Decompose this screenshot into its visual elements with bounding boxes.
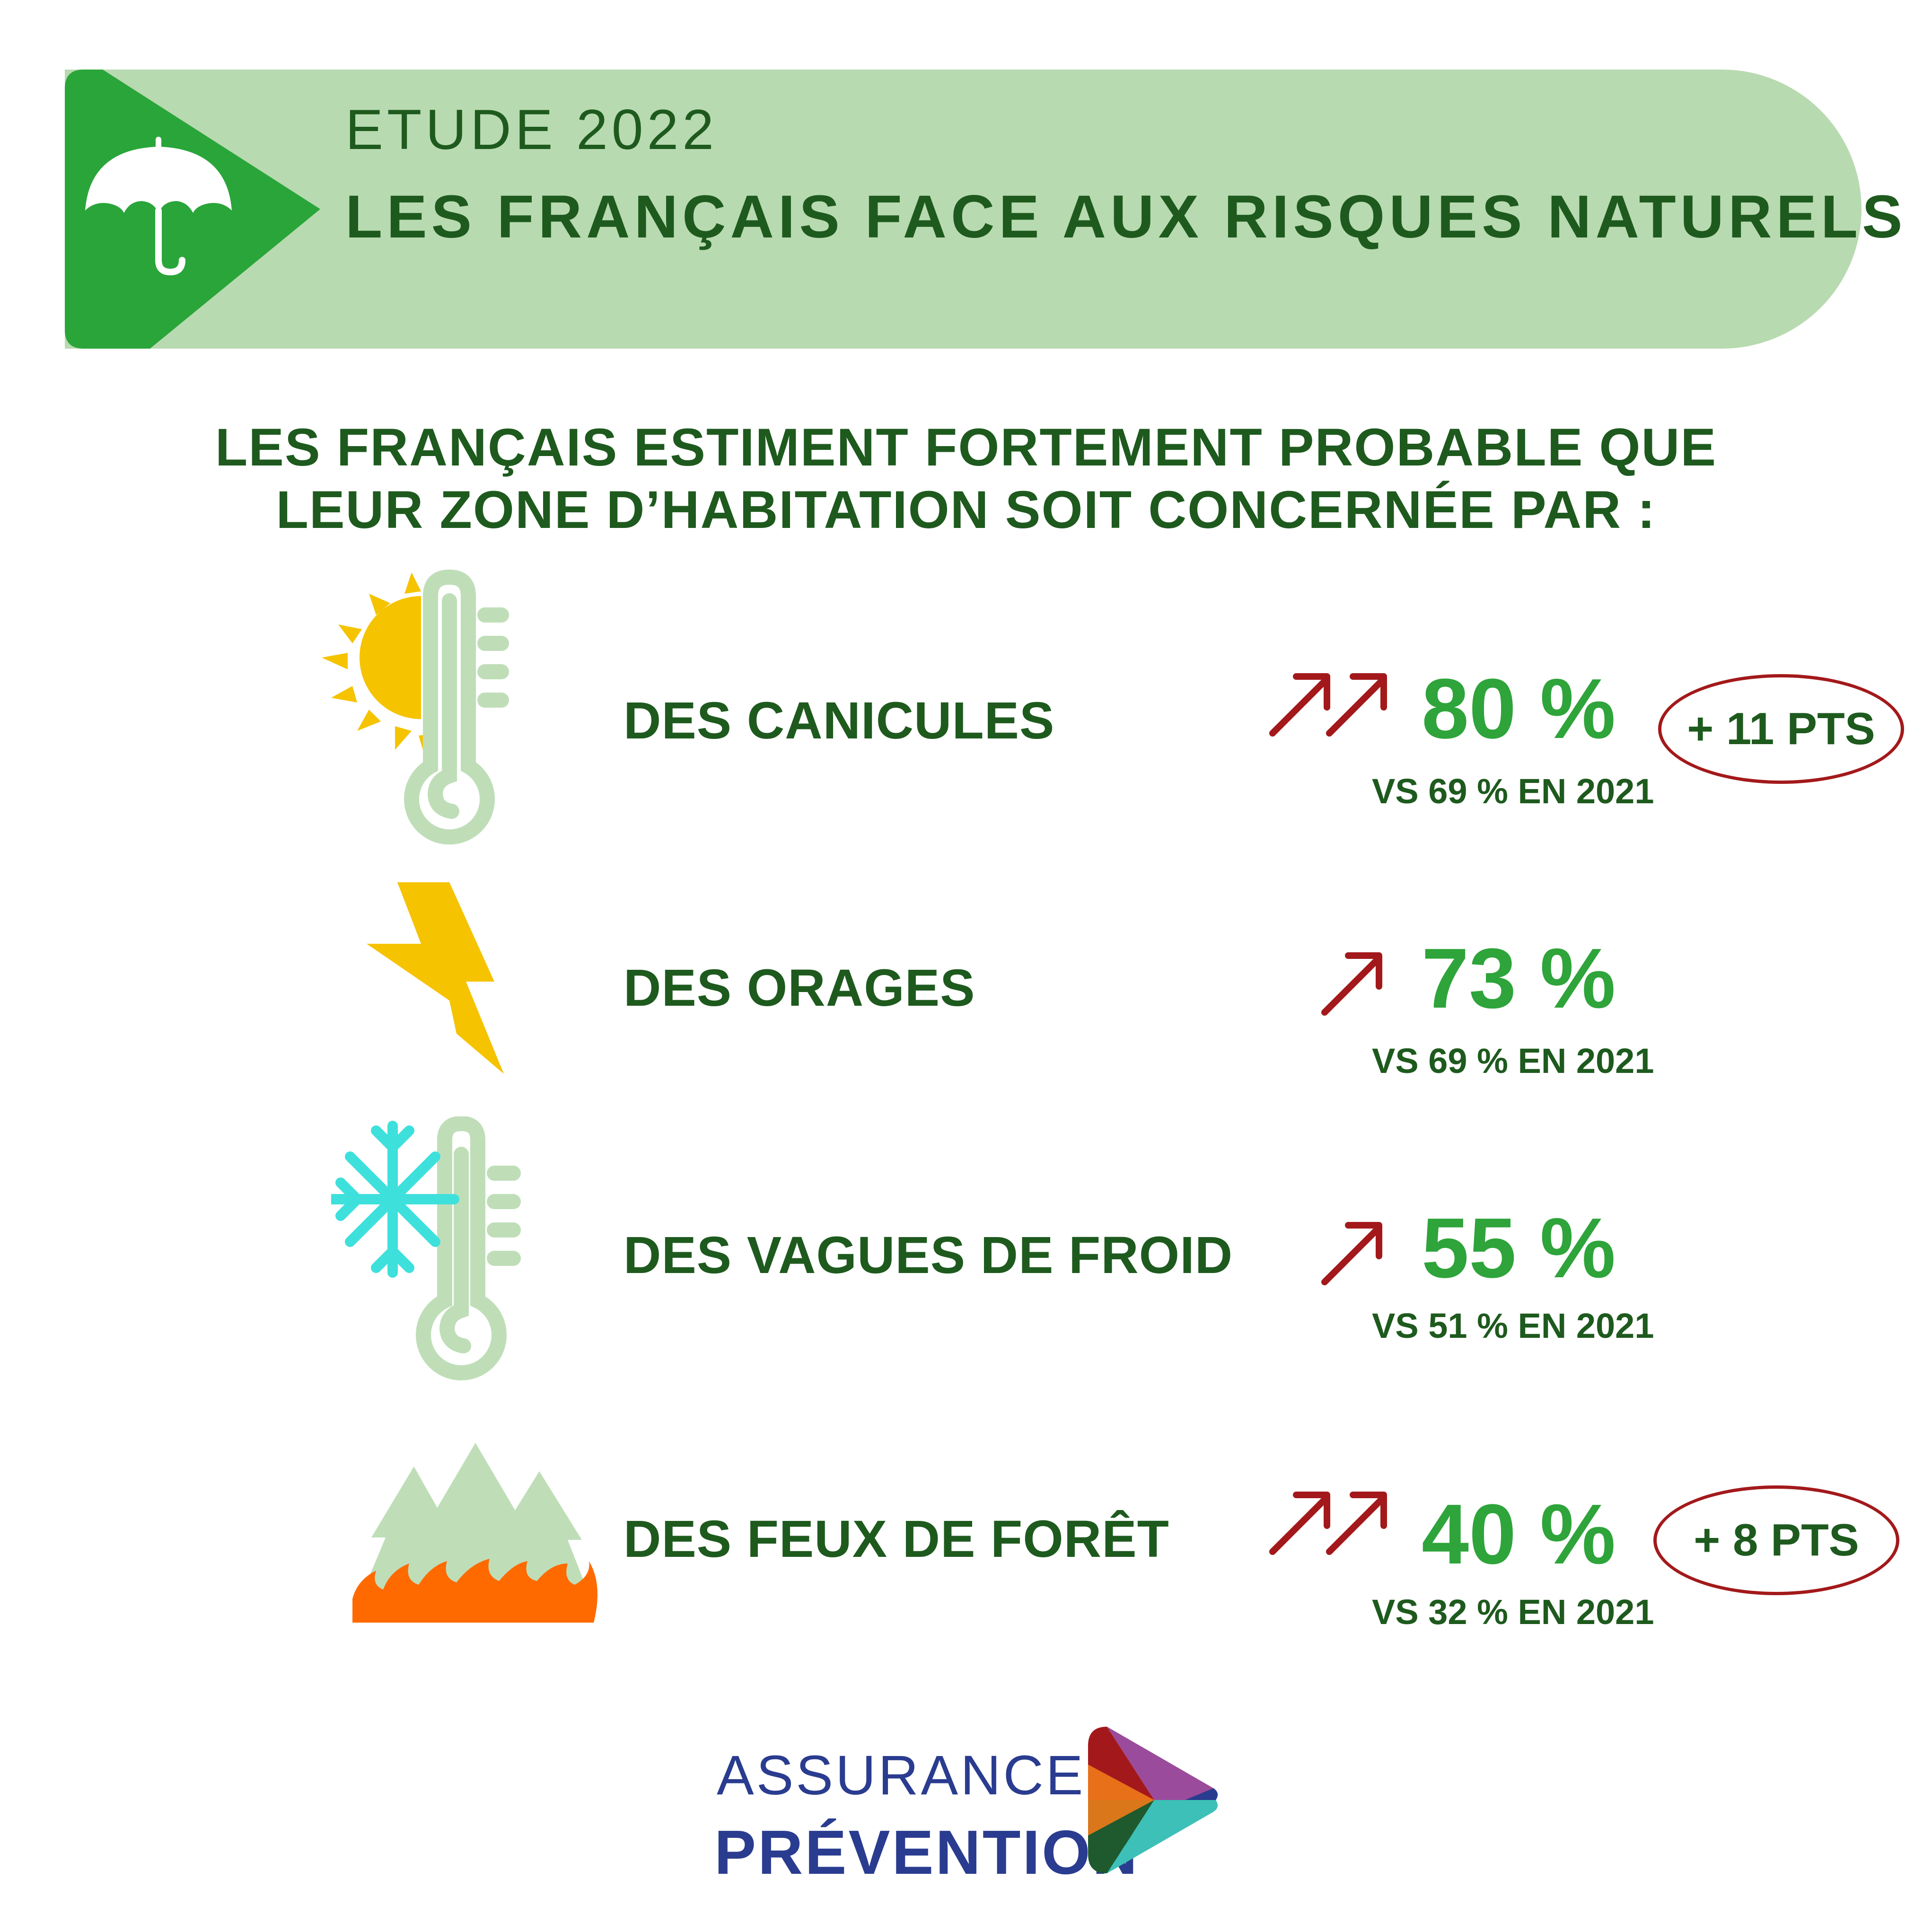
cold-thermometer-snowflake-icon	[331, 1116, 521, 1380]
risk-value-vagues-de-froid: 55 %	[1422, 1201, 1616, 1296]
intro-line-1: LES FRANÇAIS ESTIMENT FORTEMENT PROBABLE…	[215, 418, 1717, 477]
points-badge-canicules: + 11 PTS	[1658, 674, 1904, 784]
risk-value-orages: 73 %	[1422, 931, 1616, 1026]
umbrella-icon	[85, 137, 232, 276]
lightning-icon	[367, 882, 504, 1074]
risk-comparison-canicules: VS 69 % EN 2021	[1372, 772, 1654, 811]
up-arrow-icon	[1321, 952, 1382, 1016]
risk-label-canicules: DES CANICULES	[624, 692, 1055, 750]
risk-value-feux-de-foret: 40 %	[1422, 1487, 1616, 1582]
banner-title: LES FRANÇAIS FACE AUX RISQUES NATURELS	[345, 183, 1907, 251]
risk-comparison-feux-de-foret: VS 32 % EN 2021	[1372, 1592, 1654, 1632]
risk-label-orages: DES ORAGES	[624, 959, 975, 1017]
logo-text-assurance: ASSURANCE	[717, 1744, 1086, 1807]
up-arrow-icon	[1321, 1222, 1382, 1285]
forest-fire-icon	[352, 1443, 597, 1623]
risk-value-canicules: 80 %	[1422, 661, 1616, 756]
risk-comparison-vagues-de-froid: VS 51 % EN 2021	[1372, 1306, 1654, 1345]
points-badge-feux-de-foret: + 8 PTS	[1653, 1485, 1899, 1595]
logo-text-prevention: PRÉVENTION	[714, 1818, 1140, 1887]
intro-text: LES FRANÇAIS ESTIMENT FORTEMENT PROBABLE…	[0, 416, 1932, 541]
header-banner	[65, 70, 1862, 349]
logo-play-icon	[1088, 1727, 1218, 1873]
risk-comparison-orages: VS 69 % EN 2021	[1372, 1041, 1654, 1080]
double-up-arrow-icon	[1269, 673, 1387, 737]
double-up-arrow-icon	[1269, 1492, 1387, 1555]
risk-label-vagues-de-froid: DES VAGUES DE FROID	[624, 1226, 1233, 1284]
intro-line-2: LEUR ZONE D’HABITATION SOIT CONCERNÉE PA…	[276, 480, 1656, 539]
risk-label-feux-de-foret: DES FEUX DE FORÊT	[624, 1510, 1169, 1568]
banner-kicker: ETUDE 2022	[345, 98, 718, 161]
heatwave-thermometer-sun-icon	[322, 569, 509, 845]
